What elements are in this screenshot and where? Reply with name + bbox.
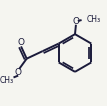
Text: O: O [17,38,24,47]
Text: CH₃: CH₃ [86,15,100,24]
Text: O: O [15,68,22,77]
Text: CH₃: CH₃ [0,76,14,85]
Text: O: O [72,17,79,26]
